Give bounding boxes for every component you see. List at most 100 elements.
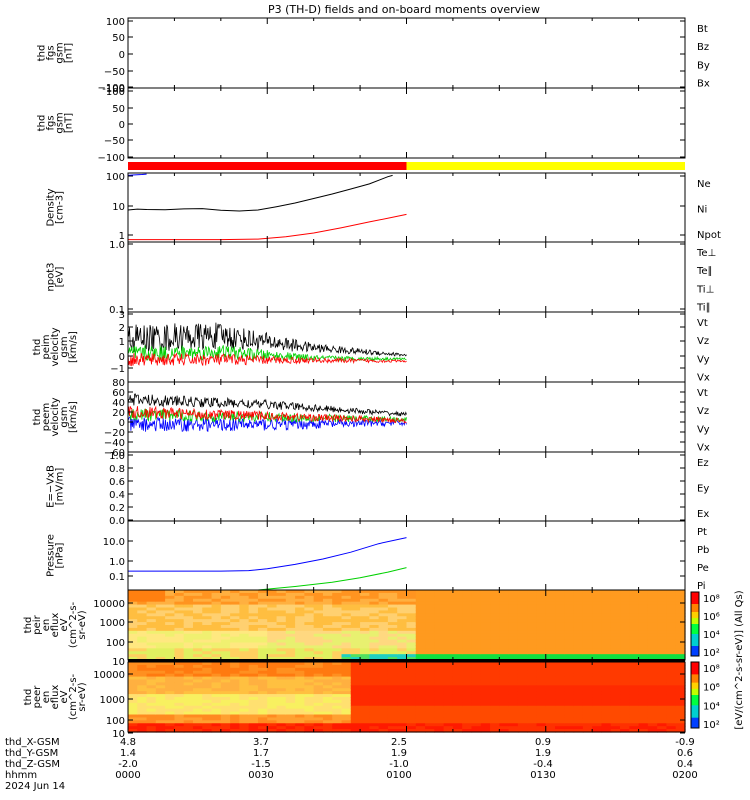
peir-cell — [573, 645, 584, 649]
peir-cell — [620, 592, 630, 597]
colorbar-cell — [691, 598, 699, 601]
peir-cell — [378, 592, 389, 597]
peer-cell — [378, 720, 389, 724]
peer-cell — [490, 673, 500, 678]
peer-cell — [174, 705, 185, 710]
peer-cell — [545, 708, 556, 713]
peir-cell — [452, 633, 463, 638]
peer-cell — [564, 679, 575, 684]
peir-cell — [202, 590, 213, 594]
peir-cell — [657, 648, 668, 652]
peir-cell — [155, 651, 166, 655]
peer-cell — [452, 723, 463, 727]
peer-cell — [666, 708, 677, 713]
peir-cell — [647, 619, 658, 623]
peer-cell — [174, 691, 185, 695]
peir-cell — [285, 601, 296, 606]
peir-cell — [313, 595, 324, 600]
density-ylabel: Density — [46, 188, 57, 226]
peir-cell — [582, 630, 593, 635]
peer-cell — [471, 702, 482, 707]
peir-cell — [276, 622, 287, 626]
peer-cell — [369, 726, 380, 730]
peer-cell — [406, 726, 417, 730]
peer-cell — [508, 702, 519, 707]
peer-cell — [165, 723, 176, 727]
peir-cell — [137, 627, 148, 632]
peir-cell — [582, 598, 593, 603]
peir-cell — [601, 651, 612, 655]
peer-cell — [248, 676, 259, 681]
peir-cell — [406, 654, 417, 658]
peir-cell — [508, 633, 519, 638]
peer-cell — [452, 711, 463, 716]
peir-cell — [220, 607, 231, 612]
peer-cell — [239, 717, 250, 721]
peir-cell — [211, 648, 222, 652]
peir-cell — [666, 616, 677, 620]
peir-cell — [360, 592, 370, 597]
peir-cell — [387, 630, 398, 635]
peer-cell — [434, 662, 445, 666]
peir-cell — [313, 651, 324, 655]
peir-cell — [267, 592, 278, 597]
peer-cell — [276, 720, 287, 724]
peir-cell — [415, 619, 426, 623]
peir-cell — [471, 654, 482, 658]
peir-cell — [155, 654, 166, 658]
peem-ytick-label: −60 — [104, 448, 125, 459]
peer-cell — [499, 702, 510, 707]
peer-cell — [165, 670, 176, 675]
peer-cell — [146, 676, 157, 681]
peer-cell — [128, 714, 138, 719]
peir-cell — [183, 595, 194, 600]
peir-cell — [573, 654, 584, 658]
peer-cell — [406, 714, 417, 719]
peer-cell — [350, 697, 361, 701]
peer-cell — [332, 682, 343, 686]
peir-cell — [629, 604, 640, 609]
peer-cell — [211, 676, 222, 681]
xaxis-row-label: thd_Z-GSM — [5, 759, 60, 770]
peer-cell — [165, 667, 176, 672]
peir-cell — [471, 604, 482, 609]
peer-cell — [285, 723, 296, 727]
peer-cell — [285, 729, 296, 733]
peir-cell — [499, 592, 510, 597]
peer-cell — [406, 711, 417, 716]
peir-cell — [211, 645, 222, 649]
peir-cell — [675, 625, 686, 629]
peir-cell — [443, 648, 454, 652]
peer-cell — [248, 667, 259, 672]
peir-cell — [657, 607, 668, 612]
peer-cell — [434, 711, 445, 716]
peer-cell — [322, 676, 333, 681]
peer-cell — [434, 694, 445, 698]
peir-cell — [369, 592, 380, 597]
peir-cell — [545, 648, 556, 652]
peir-cell — [165, 627, 176, 632]
peir-cell — [230, 645, 240, 649]
peir-cell — [582, 604, 593, 609]
peer-cell — [573, 699, 584, 704]
peer-cell — [620, 688, 630, 692]
peir-cell — [555, 595, 565, 600]
peer-cell — [425, 682, 435, 686]
peir-cell — [174, 627, 185, 632]
peir-cell — [128, 645, 138, 649]
peir-cell — [257, 639, 268, 644]
peer-cell — [415, 673, 426, 678]
peer-cell — [536, 667, 547, 672]
peer-cell — [638, 694, 649, 698]
peir-cell — [610, 619, 621, 623]
peir-cell — [360, 590, 370, 594]
peem-series-Vt — [127, 393, 407, 417]
peer-cell — [378, 662, 389, 666]
peir-cell — [276, 619, 287, 623]
peir-cell — [183, 642, 194, 647]
peer-cell — [406, 676, 417, 681]
peer-cell — [517, 717, 528, 721]
peir-cell — [285, 622, 296, 626]
peir-cell — [601, 642, 612, 647]
peir-cell — [360, 636, 370, 641]
